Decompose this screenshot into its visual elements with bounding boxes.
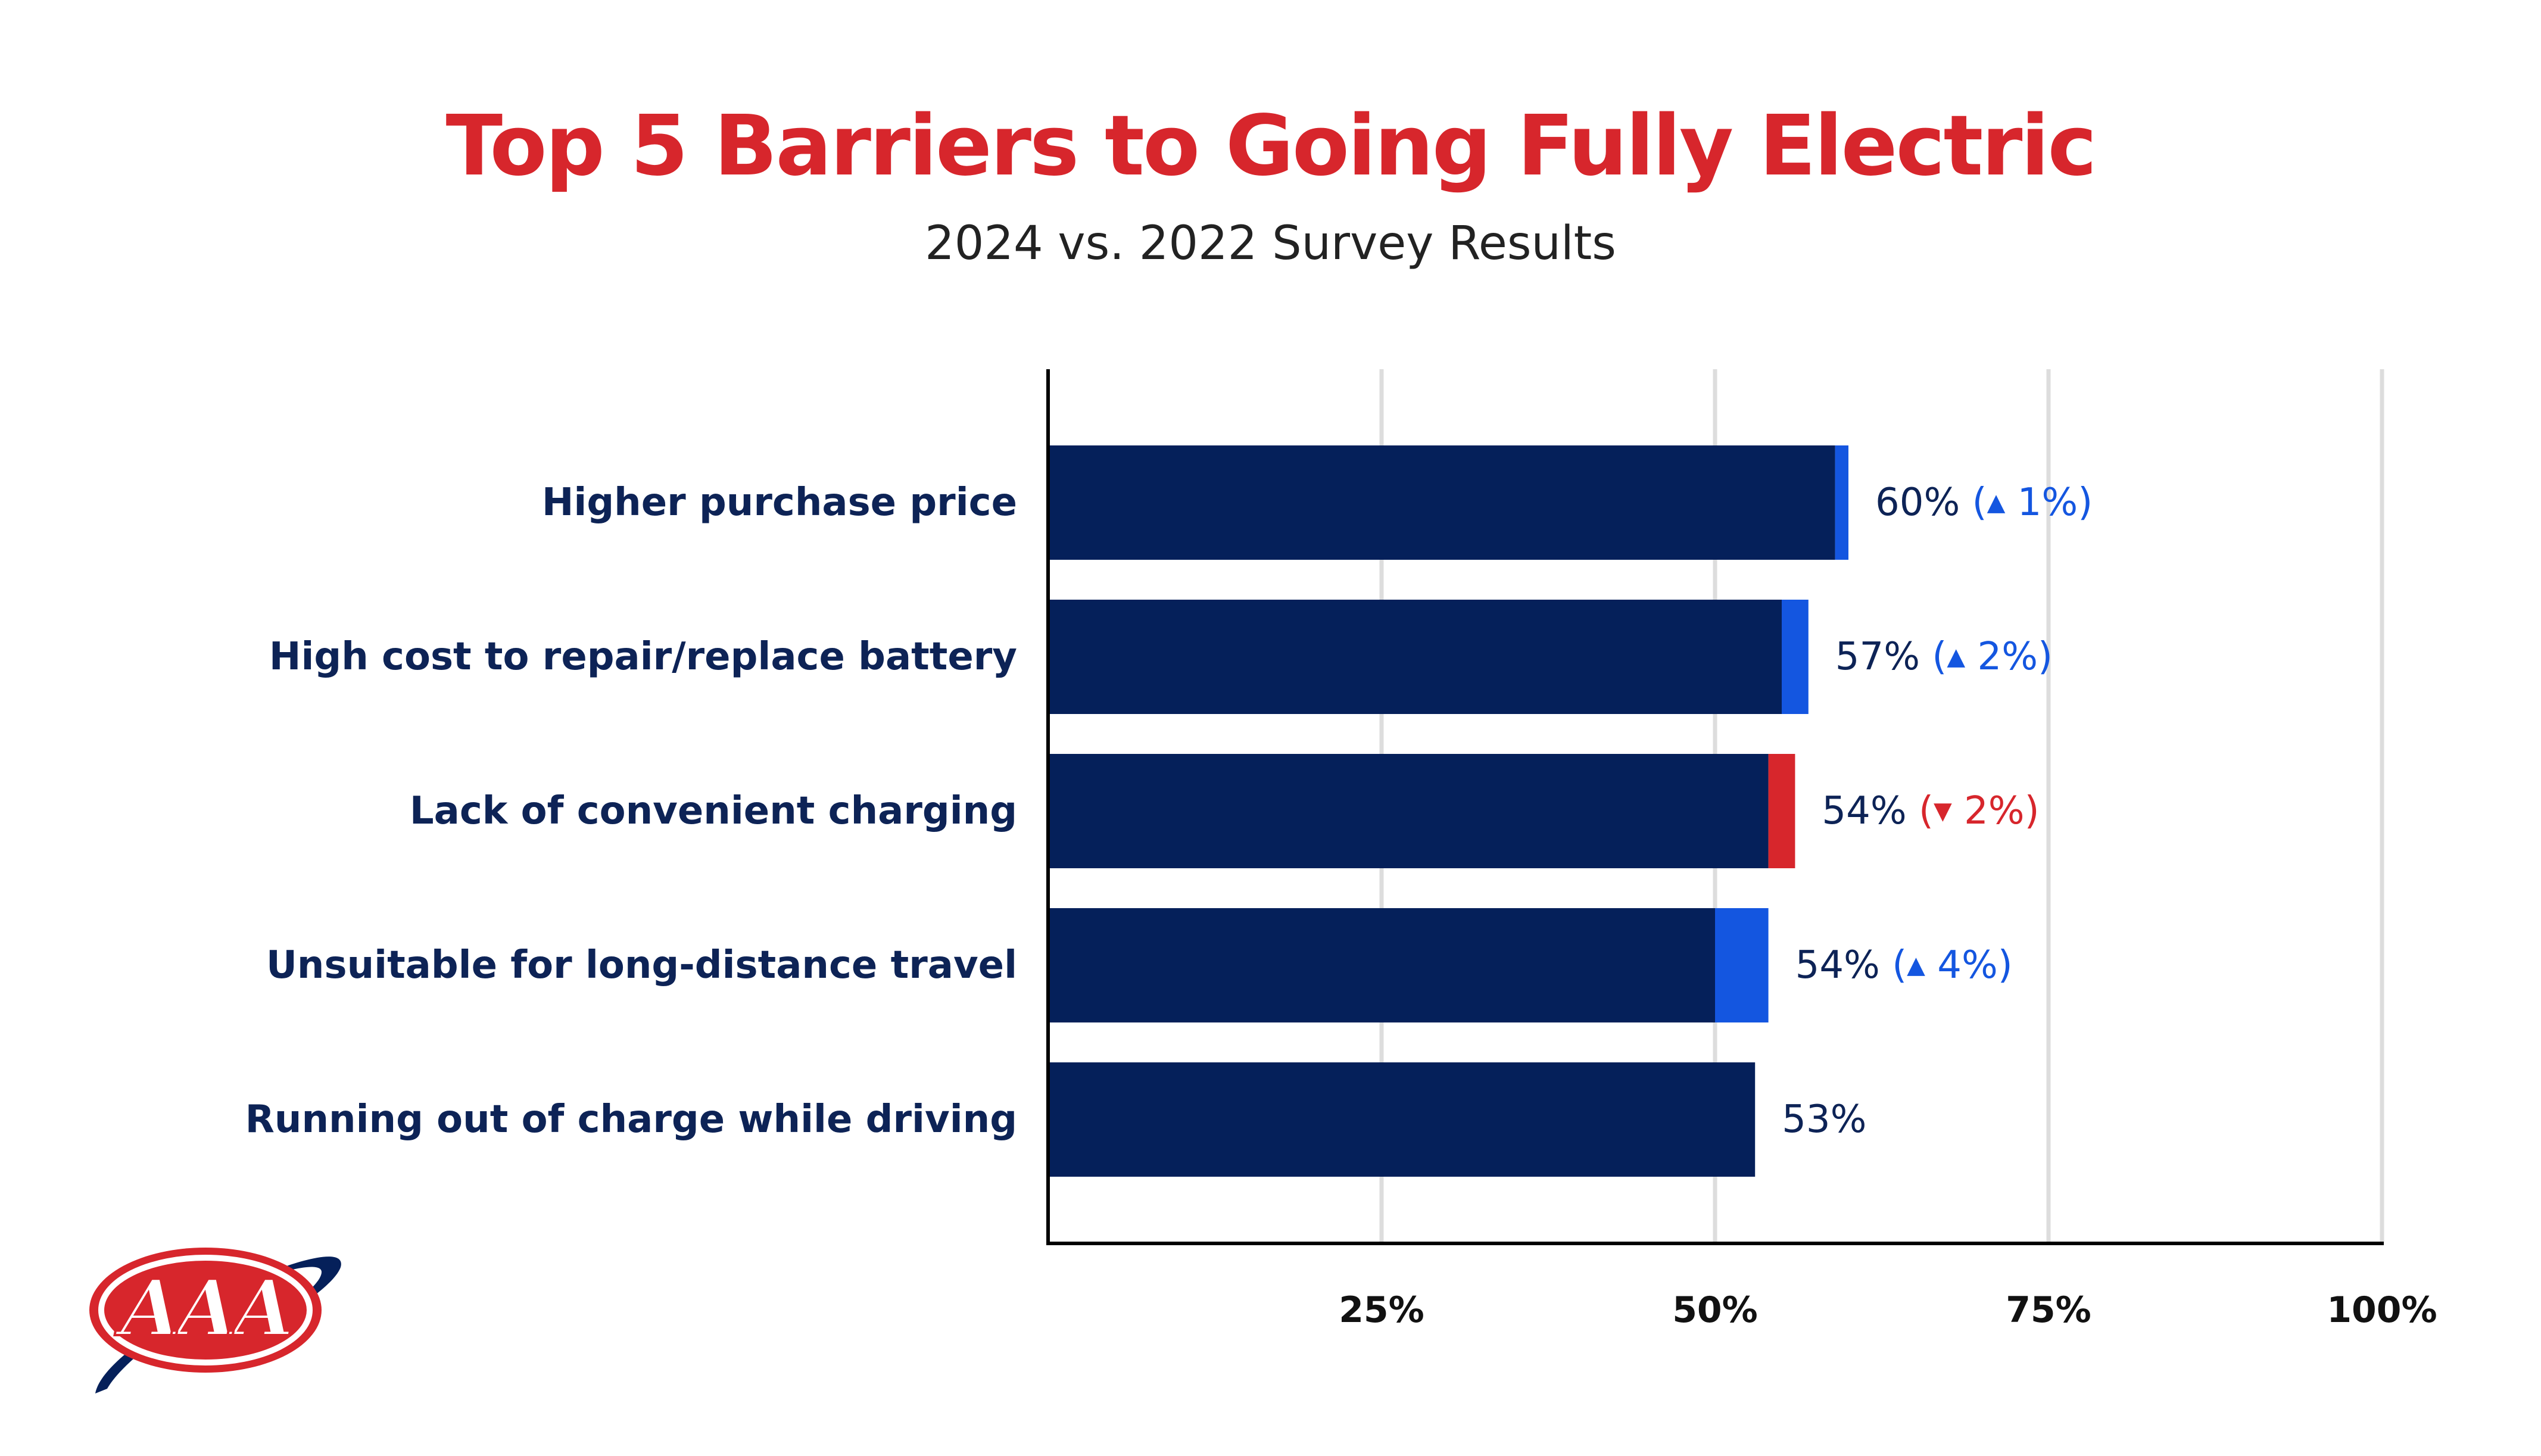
logo-oval	[89, 1248, 322, 1373]
category-label: Lack of convenient charging	[410, 789, 1017, 833]
up-arrow-icon: ▲	[1907, 952, 1925, 979]
data-label: 53%	[1782, 1098, 1866, 1142]
value-label: 54%	[1795, 943, 1880, 987]
chart-title: Top 5 Barriers to Going Fully Electric	[445, 98, 2097, 195]
bar	[1048, 908, 1715, 1022]
change-label: 4%	[1925, 943, 1998, 987]
bar-change-segment	[1835, 445, 1848, 560]
change-label: 1%	[2005, 481, 2078, 525]
data-label: 60% (▲ 1%)	[1875, 481, 2093, 525]
category-label: High cost to repair/replace battery	[269, 635, 1017, 679]
aaa-logo: AAA	[89, 1248, 341, 1393]
x-tick-label: 100%	[2327, 1289, 2437, 1331]
category-label: Running out of charge while driving	[245, 1098, 1017, 1142]
value-label: 53%	[1782, 1098, 1866, 1142]
change-label: 2%	[1965, 635, 2038, 679]
bar	[1048, 1062, 1756, 1177]
up-arrow-icon: ▲	[1987, 489, 2006, 516]
bar-change-segment	[1715, 908, 1769, 1022]
data-label: 54% (▼ 2%)	[1822, 789, 2039, 833]
x-tick-label: 25%	[1339, 1289, 1424, 1331]
category-label: Higher purchase price	[542, 481, 1017, 525]
logo-text: AAA	[114, 1262, 291, 1354]
change-label-close: )	[2038, 635, 2053, 679]
up-arrow-icon: ▲	[1947, 643, 1965, 671]
chart-subtitle: 2024 vs. 2022 Survey Results	[925, 217, 1616, 270]
change-label-close: )	[2078, 481, 2093, 525]
change-label-open: (	[1880, 943, 1907, 987]
value-label: 60%	[1875, 481, 1960, 525]
change-label: 2%	[1952, 789, 2025, 833]
change-label-open: (	[1907, 789, 1934, 833]
value-label: 57%	[1835, 635, 1920, 679]
x-tick-label: 50%	[1672, 1289, 1758, 1331]
bar	[1048, 445, 1835, 560]
change-label-open: (	[1920, 635, 1947, 679]
change-label-close: )	[1998, 943, 2013, 987]
data-label: 57% (▲ 2%)	[1835, 635, 2053, 679]
bar-change-segment	[1782, 600, 1809, 714]
change-label-close: )	[2025, 789, 2040, 833]
bar	[1048, 600, 1782, 714]
down-arrow-icon: ▼	[1934, 797, 1952, 825]
category-label: Unsuitable for long-distance travel	[266, 943, 1017, 987]
change-label-open: (	[1960, 481, 1987, 525]
bar	[1048, 754, 1769, 868]
value-label: 54%	[1822, 789, 1906, 833]
x-tick-label: 75%	[2006, 1289, 2091, 1331]
data-label: 54% (▲ 4%)	[1795, 943, 2013, 987]
bar-change-segment	[1768, 754, 1795, 868]
